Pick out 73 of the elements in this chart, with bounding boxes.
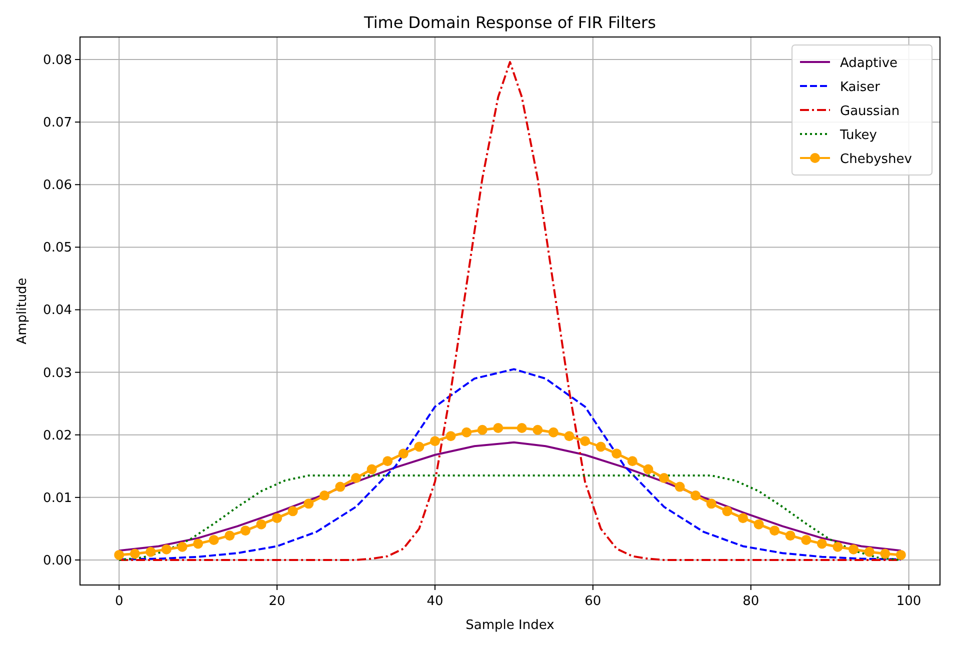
point xyxy=(643,464,654,474)
point xyxy=(532,424,543,435)
x-tick-label: 20 xyxy=(268,594,286,609)
chart-title: Time Domain Response of FIR Filters xyxy=(363,13,656,32)
legend-label: Tukey xyxy=(839,128,878,143)
point xyxy=(722,506,732,516)
x-axis-title: Sample Index xyxy=(466,618,555,633)
y-tick-label: 0.04 xyxy=(43,303,72,318)
y-tick-label: 0.02 xyxy=(43,428,72,444)
point xyxy=(706,498,716,509)
x-tick-label: 60 xyxy=(584,594,602,609)
point xyxy=(785,530,796,541)
point xyxy=(288,506,298,516)
point xyxy=(114,550,124,560)
point xyxy=(816,538,827,549)
point xyxy=(335,482,346,492)
y-tick-label: 0.06 xyxy=(43,178,72,194)
point xyxy=(516,422,527,433)
point xyxy=(430,436,440,446)
point xyxy=(477,424,488,435)
point xyxy=(351,473,362,484)
x-tick-label: 40 xyxy=(426,594,444,609)
point xyxy=(627,456,638,466)
point xyxy=(177,542,188,552)
point xyxy=(564,431,574,442)
y-tick-label: 0.01 xyxy=(43,490,72,506)
point xyxy=(754,519,764,530)
y-axis-title: Amplitude xyxy=(15,278,30,344)
legend-label: Gaussian xyxy=(840,104,900,119)
point xyxy=(256,519,266,530)
point xyxy=(130,548,140,559)
point xyxy=(738,513,748,524)
point xyxy=(880,548,890,559)
point xyxy=(366,464,377,474)
legend-label: Adaptive xyxy=(840,56,898,71)
point xyxy=(446,431,456,442)
point xyxy=(801,534,812,545)
point xyxy=(658,473,669,484)
x-tick-label: 0 xyxy=(114,594,124,609)
x-tick-label: 100 xyxy=(896,594,922,609)
point xyxy=(848,544,859,554)
point xyxy=(770,526,780,536)
point xyxy=(864,546,874,557)
point xyxy=(319,490,330,501)
legend-label: Chebyshev xyxy=(840,152,912,167)
y-tick-label: 0.03 xyxy=(43,366,72,381)
point xyxy=(674,482,685,492)
point xyxy=(493,422,504,433)
legend-label: Kaiser xyxy=(840,80,881,95)
point xyxy=(612,448,622,459)
y-tick-label: 0.05 xyxy=(43,240,72,256)
x-tick-label: 80 xyxy=(742,594,760,609)
point xyxy=(208,534,219,545)
point xyxy=(193,538,204,549)
point xyxy=(896,550,906,560)
point xyxy=(304,498,314,509)
point xyxy=(240,526,250,536)
point xyxy=(414,442,424,452)
point xyxy=(382,456,393,466)
point xyxy=(548,427,558,438)
point xyxy=(146,546,156,557)
point xyxy=(596,442,606,452)
point xyxy=(580,436,590,446)
y-tick-label: 0.00 xyxy=(43,553,72,568)
point xyxy=(161,544,172,554)
y-tick-label: 0.08 xyxy=(43,53,72,68)
point xyxy=(272,513,282,524)
point xyxy=(462,427,472,438)
point xyxy=(690,490,701,501)
point xyxy=(398,448,408,459)
point xyxy=(224,530,235,541)
y-tick-label: 0.07 xyxy=(43,116,72,131)
point xyxy=(832,542,843,552)
